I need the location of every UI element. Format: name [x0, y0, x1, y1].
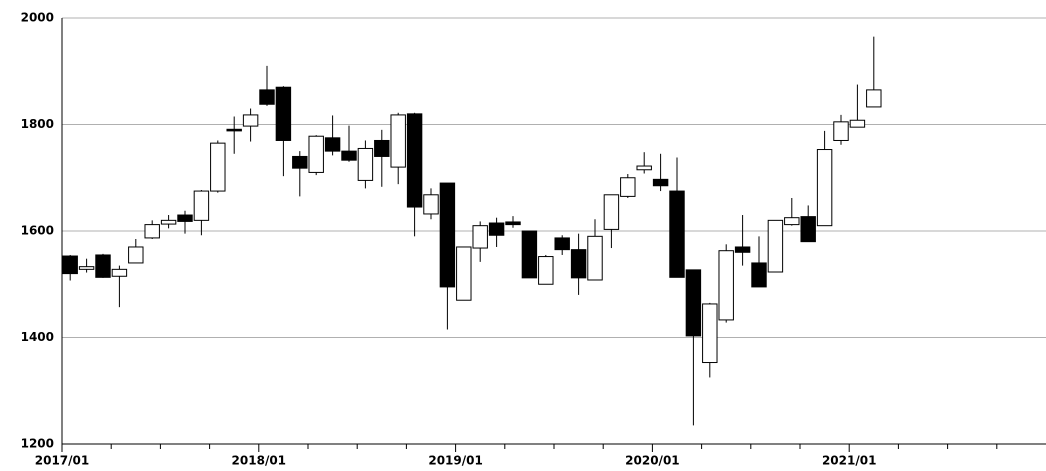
- y-tick-label: 2000: [21, 11, 54, 25]
- candle-body: [505, 221, 521, 226]
- candle-body: [570, 249, 587, 279]
- x-tick-label: 2018/01: [232, 454, 286, 468]
- candle-body: [784, 217, 800, 226]
- candle-body: [259, 89, 275, 105]
- candle-body: [423, 194, 439, 215]
- candle-body: [341, 150, 357, 161]
- candle-body: [849, 119, 866, 128]
- candle-body: [833, 121, 849, 141]
- x-tick-label: 2020/01: [625, 454, 679, 468]
- candle-body: [374, 139, 390, 157]
- candle-body: [357, 147, 374, 181]
- x-tick-label: 2019/01: [428, 454, 482, 468]
- candle-body: [751, 262, 767, 288]
- candle-body: [439, 182, 456, 288]
- candle-body: [95, 254, 111, 278]
- candle-body: [390, 114, 406, 168]
- candle-body: [324, 137, 341, 152]
- candle-body: [160, 219, 177, 225]
- candle-body: [226, 128, 242, 132]
- candle-body: [685, 269, 702, 337]
- candle-body: [718, 250, 734, 321]
- candle-body: [652, 178, 669, 187]
- candle-body: [472, 225, 488, 249]
- y-tick-label: 1800: [21, 117, 54, 131]
- candle-body: [177, 214, 193, 222]
- candle-body: [587, 235, 603, 281]
- candle-body: [275, 86, 292, 141]
- candle-body: [210, 142, 226, 192]
- candle-body: [308, 135, 324, 173]
- candle-body: [620, 177, 636, 197]
- candle-body: [242, 114, 259, 127]
- candle-body: [603, 194, 620, 230]
- candle-body: [702, 303, 718, 364]
- x-tick-label: 2017/01: [35, 454, 89, 468]
- candle-body: [767, 219, 784, 273]
- candle-body: [816, 149, 833, 227]
- candle-body: [78, 266, 95, 270]
- candle-body: [456, 246, 472, 301]
- candle-body: [128, 246, 144, 264]
- candle-body: [669, 190, 685, 278]
- candle-body: [521, 230, 538, 279]
- y-tick-label: 1400: [21, 330, 54, 344]
- candle-body: [144, 224, 160, 239]
- candle-body: [488, 222, 505, 236]
- candle-body: [111, 268, 128, 277]
- candle-body: [734, 246, 751, 253]
- candle-body: [62, 255, 78, 275]
- candle-body: [193, 190, 210, 221]
- candle-body: [866, 89, 882, 108]
- candle-body: [636, 165, 652, 171]
- y-tick-label: 1600: [21, 224, 54, 238]
- y-tick-label: 1200: [21, 437, 54, 451]
- candle-body: [800, 216, 816, 243]
- candle-body: [406, 113, 423, 208]
- candle-body: [554, 237, 570, 251]
- x-tick-label: 2021/01: [822, 454, 876, 468]
- candle-body: [292, 155, 308, 169]
- candle-body: [538, 256, 554, 285]
